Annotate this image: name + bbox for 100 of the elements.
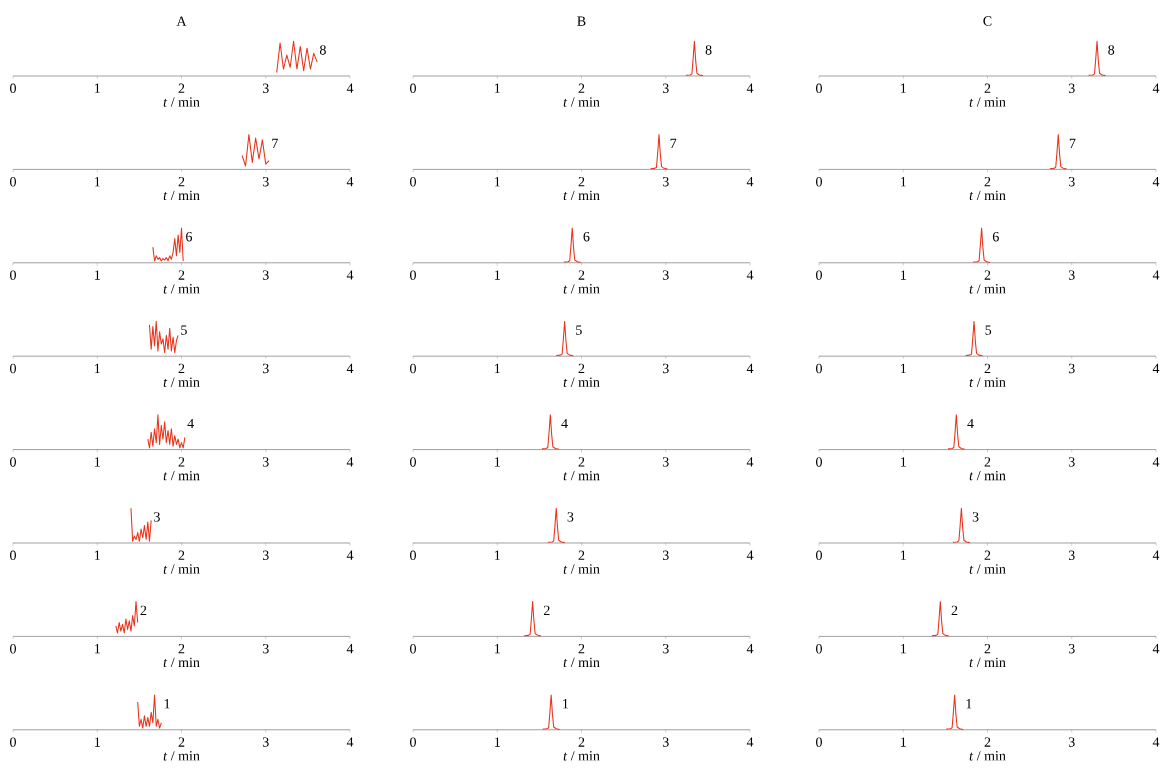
x-tick-label: 1 — [900, 737, 906, 747]
x-tick-label: 4 — [346, 737, 354, 747]
x-tick-label: 3 — [262, 363, 269, 374]
x-tick-label: 2 — [178, 83, 185, 93]
x-tick-label: 2 — [984, 270, 991, 280]
x-tick-label: 0 — [10, 177, 16, 187]
x-tick-label: 0 — [410, 550, 416, 561]
x-tick-label: 1 — [94, 83, 100, 93]
x-tick-label: 3 — [262, 270, 269, 280]
x-tick-label: 1 — [900, 457, 906, 467]
x-axis-title: t / min — [563, 284, 600, 294]
x-tick-label: 4 — [1152, 550, 1160, 560]
x-tick-label: 4 — [346, 644, 354, 654]
annotation: 3 — [972, 512, 979, 522]
x-tick-label: 2 — [178, 457, 185, 467]
x-axis-title: t / min — [563, 190, 600, 201]
x-tick-label: 0 — [410, 83, 416, 94]
chart-title: C — [983, 16, 992, 26]
x-tick-label: 4 — [746, 177, 754, 187]
x-axis-title: t / min — [563, 564, 600, 574]
x-tick-label: 0 — [410, 457, 416, 467]
x-axis-title: t / min — [969, 657, 1006, 668]
x-tick-label: 3 — [262, 737, 269, 747]
x-axis-title: t / min — [163, 564, 200, 574]
x-tick-label: 3 — [262, 550, 269, 560]
x-tick-label: 4 — [746, 737, 754, 747]
annotation: 7 — [1069, 138, 1076, 148]
x-tick-label: 0 — [816, 177, 822, 187]
x-axis-title: t / min — [969, 470, 1006, 481]
x-axis-title: t / min — [563, 657, 600, 668]
annotation: 1 — [164, 699, 170, 709]
x-tick-label: 3 — [262, 83, 269, 94]
annotation: 2 — [951, 605, 958, 615]
x-tick-label: 4 — [346, 270, 354, 280]
annotation: 5 — [985, 325, 992, 335]
x-tick-label: 4 — [1152, 270, 1160, 280]
x-tick-label: 1 — [494, 83, 500, 93]
annotation: 5 — [181, 325, 187, 335]
x-tick-label: 3 — [1068, 177, 1075, 187]
x-tick-label: 1 — [94, 737, 100, 747]
x-tick-label: 0 — [816, 550, 822, 561]
x-tick-label: 3 — [262, 457, 269, 467]
x-tick-label: 1 — [900, 363, 906, 374]
annotation: 7 — [272, 138, 278, 148]
annotation: 5 — [576, 325, 582, 335]
x-tick-label: 3 — [662, 737, 669, 747]
x-tick-label: 4 — [746, 363, 754, 373]
annotation: 2 — [543, 605, 550, 615]
x-tick-label: 4 — [1152, 177, 1160, 187]
x-tick-label: 0 — [10, 83, 16, 94]
x-tick-label: 2 — [984, 83, 991, 93]
x-tick-label: 2 — [178, 550, 185, 560]
annotation: 8 — [319, 45, 326, 55]
x-tick-label: 3 — [662, 177, 669, 187]
annotation: 6 — [186, 232, 193, 242]
x-tick-label: 2 — [984, 177, 991, 187]
x-tick-label: 4 — [346, 83, 354, 93]
x-axis-title: t / min — [969, 751, 1006, 761]
x-axis-title: t / min — [163, 377, 200, 387]
x-tick-label: 4 — [1152, 83, 1160, 93]
x-tick-label: 0 — [816, 457, 822, 467]
x-tick-label: 3 — [662, 83, 669, 94]
x-tick-label: 3 — [662, 363, 669, 374]
annotation: 1 — [966, 699, 972, 709]
x-tick-label: 0 — [10, 737, 16, 747]
x-tick-label: 4 — [346, 457, 354, 467]
x-tick-label: 2 — [578, 550, 585, 560]
x-tick-label: 0 — [10, 457, 16, 467]
chart-title: A — [176, 16, 187, 26]
x-tick-label: 3 — [662, 270, 669, 280]
x-axis-title: t / min — [163, 751, 200, 761]
x-axis-title: t / min — [969, 564, 1006, 574]
x-tick-label: 3 — [662, 643, 669, 654]
x-axis-title: t / min — [163, 97, 200, 107]
x-tick-label: 1 — [94, 270, 100, 280]
x-tick-label: 0 — [410, 643, 416, 654]
x-tick-label: 2 — [578, 363, 585, 374]
x-axis-title: t / min — [563, 377, 600, 387]
x-tick-label: 2 — [578, 457, 585, 467]
chart-title: B — [577, 16, 586, 26]
x-tick-label: 3 — [1068, 457, 1075, 467]
annotation: 8 — [705, 45, 712, 55]
x-tick-label: 1 — [94, 457, 100, 467]
x-tick-label: 1 — [494, 363, 500, 374]
x-tick-label: 2 — [984, 737, 991, 747]
x-tick-label: 3 — [1068, 363, 1075, 374]
x-tick-label: 4 — [1152, 457, 1160, 467]
x-tick-label: 2 — [578, 737, 585, 747]
x-tick-label: 0 — [10, 363, 16, 374]
x-tick-label: 0 — [816, 83, 822, 94]
x-tick-label: 2 — [178, 643, 185, 654]
x-tick-label: 0 — [410, 363, 416, 374]
x-tick-label: 1 — [900, 176, 906, 187]
x-tick-label: 4 — [346, 550, 354, 560]
annotation: 4 — [187, 418, 194, 429]
x-tick-label: 0 — [10, 643, 16, 654]
x-axis-title: t / min — [969, 284, 1006, 294]
x-axis-title: t / min — [563, 751, 600, 761]
annotation: 1 — [563, 699, 569, 709]
x-axis-title: t / min — [163, 284, 200, 294]
